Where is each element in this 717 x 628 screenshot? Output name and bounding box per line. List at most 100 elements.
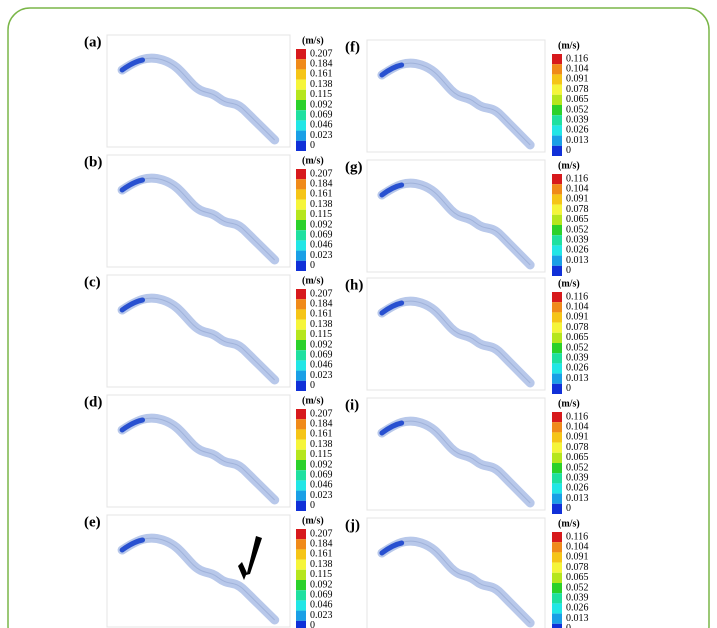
colorbar-swatch <box>552 174 562 185</box>
colorbar-swatch <box>552 145 562 156</box>
colorbar-swatch <box>296 59 306 70</box>
colorbar-tick: 0.039 <box>566 114 589 125</box>
colorbar-swatch <box>296 409 306 420</box>
colorbar-swatch <box>552 452 562 463</box>
colorbar-tick: 0.091 <box>566 552 589 563</box>
colorbar-swatch <box>296 340 306 351</box>
colorbar-tick: 0.138 <box>310 559 333 570</box>
colorbar-swatch <box>296 539 306 550</box>
colorbar-tick: 0 <box>310 380 315 391</box>
colorbar-swatch <box>552 562 562 573</box>
colorbar-swatch <box>552 105 562 116</box>
channel-edge <box>121 57 276 141</box>
colorbar-swatch <box>552 373 562 384</box>
colorbar-tick: 0.046 <box>310 120 333 131</box>
colorbar-unit: (m/s) <box>558 40 580 51</box>
colorbar-swatch <box>552 74 562 85</box>
colorbar-tick: 0.078 <box>566 442 589 453</box>
colorbar-swatch <box>296 569 306 580</box>
colorbar-swatch <box>296 419 306 430</box>
colorbar-unit: (m/s) <box>302 155 324 166</box>
colorbar-swatch <box>296 429 306 440</box>
colorbar-tick: 0.116 <box>566 291 588 302</box>
colorbar-tick: 0.013 <box>566 255 589 266</box>
colorbar-swatch <box>552 343 562 354</box>
colorbar-tick: 0.065 <box>566 572 589 583</box>
colorbar-tick: 0.069 <box>310 589 333 600</box>
colorbar-tick: 0.023 <box>310 610 333 621</box>
colorbar-tick: 0.013 <box>566 373 589 384</box>
colorbar-tick: 0.023 <box>310 490 333 501</box>
colorbar-swatch <box>552 473 562 484</box>
colorbar-tick: 0.013 <box>566 613 589 624</box>
panel-label: (i) <box>345 397 359 413</box>
colorbar-tick: 0.104 <box>566 421 589 432</box>
colorbar-swatch <box>296 169 306 180</box>
colorbar-swatch <box>552 603 562 614</box>
channel-edge <box>381 62 531 146</box>
colorbar-swatch <box>296 89 306 100</box>
colorbar-tick: 0.091 <box>566 312 589 323</box>
colorbar-swatch <box>296 69 306 80</box>
colorbar-swatch <box>552 125 562 136</box>
colorbar-tick: 0.092 <box>310 219 333 230</box>
colorbar-tick: 0.065 <box>566 332 589 343</box>
colorbar-swatch <box>296 100 306 111</box>
colorbar-swatch <box>296 610 306 621</box>
colorbar-swatch <box>296 260 306 271</box>
colorbar-tick: 0.116 <box>566 531 588 542</box>
colorbar-swatch <box>552 583 562 594</box>
colorbar-tick: 0.104 <box>566 183 589 194</box>
panel-label: (c) <box>84 274 101 290</box>
colorbar-tick: 0.026 <box>566 483 589 494</box>
colorbar-swatch <box>296 130 306 141</box>
flow-front <box>379 540 405 556</box>
colorbar-tick: 0.115 <box>310 569 332 580</box>
colorbar-tick: 0.115 <box>310 89 332 100</box>
colorbar-swatch <box>296 329 306 340</box>
colorbar-tick: 0.046 <box>310 240 333 251</box>
colorbar-tick: 0.115 <box>310 329 332 340</box>
colorbar-swatch <box>552 204 562 215</box>
colorbar-tick: 0.184 <box>310 538 333 549</box>
colorbar-tick: 0.116 <box>566 173 588 184</box>
colorbar-tick: 0.207 <box>310 48 333 59</box>
panel-label: (a) <box>84 34 102 50</box>
colorbar-swatch <box>552 194 562 205</box>
panel-label: (f) <box>345 39 360 55</box>
colorbar-swatch <box>296 480 306 491</box>
colorbar-tick: 0.207 <box>310 528 333 539</box>
colorbar-swatch <box>296 529 306 540</box>
colorbar-swatch <box>296 189 306 200</box>
colorbar-swatch <box>552 442 562 453</box>
colorbar-swatch <box>296 580 306 591</box>
colorbar-tick: 0.104 <box>566 63 589 74</box>
channel-edge <box>381 420 531 504</box>
colorbar-tick: 0.078 <box>566 204 589 215</box>
colorbar-swatch <box>296 309 306 320</box>
channel <box>117 293 280 385</box>
colorbar-tick: 0.092 <box>310 459 333 470</box>
colorbar-swatch <box>552 483 562 494</box>
colorbar-swatch <box>296 49 306 60</box>
colorbar-swatch <box>552 292 562 303</box>
flow-front <box>119 177 146 193</box>
colorbar-tick: 0.013 <box>566 135 589 146</box>
colorbar-swatch <box>296 209 306 220</box>
colorbar-swatch <box>296 470 306 481</box>
colorbar-tick: 0 <box>566 623 571 628</box>
colorbar-swatch <box>552 84 562 95</box>
colorbar-swatch <box>552 255 562 266</box>
colorbar-tick: 0.026 <box>566 363 589 374</box>
colorbar-tick: 0.184 <box>310 418 333 429</box>
colorbar-tick: 0.116 <box>566 411 588 422</box>
colorbar-tick: 0.046 <box>310 600 333 611</box>
colorbar-tick: 0.052 <box>566 462 589 473</box>
panel-label: (b) <box>84 154 102 170</box>
channel <box>377 58 535 150</box>
channel <box>117 413 280 505</box>
channel-edge <box>381 300 531 384</box>
colorbar-tick: 0.115 <box>310 449 332 460</box>
colorbar-swatch <box>552 493 562 504</box>
colorbar-swatch <box>296 490 306 501</box>
